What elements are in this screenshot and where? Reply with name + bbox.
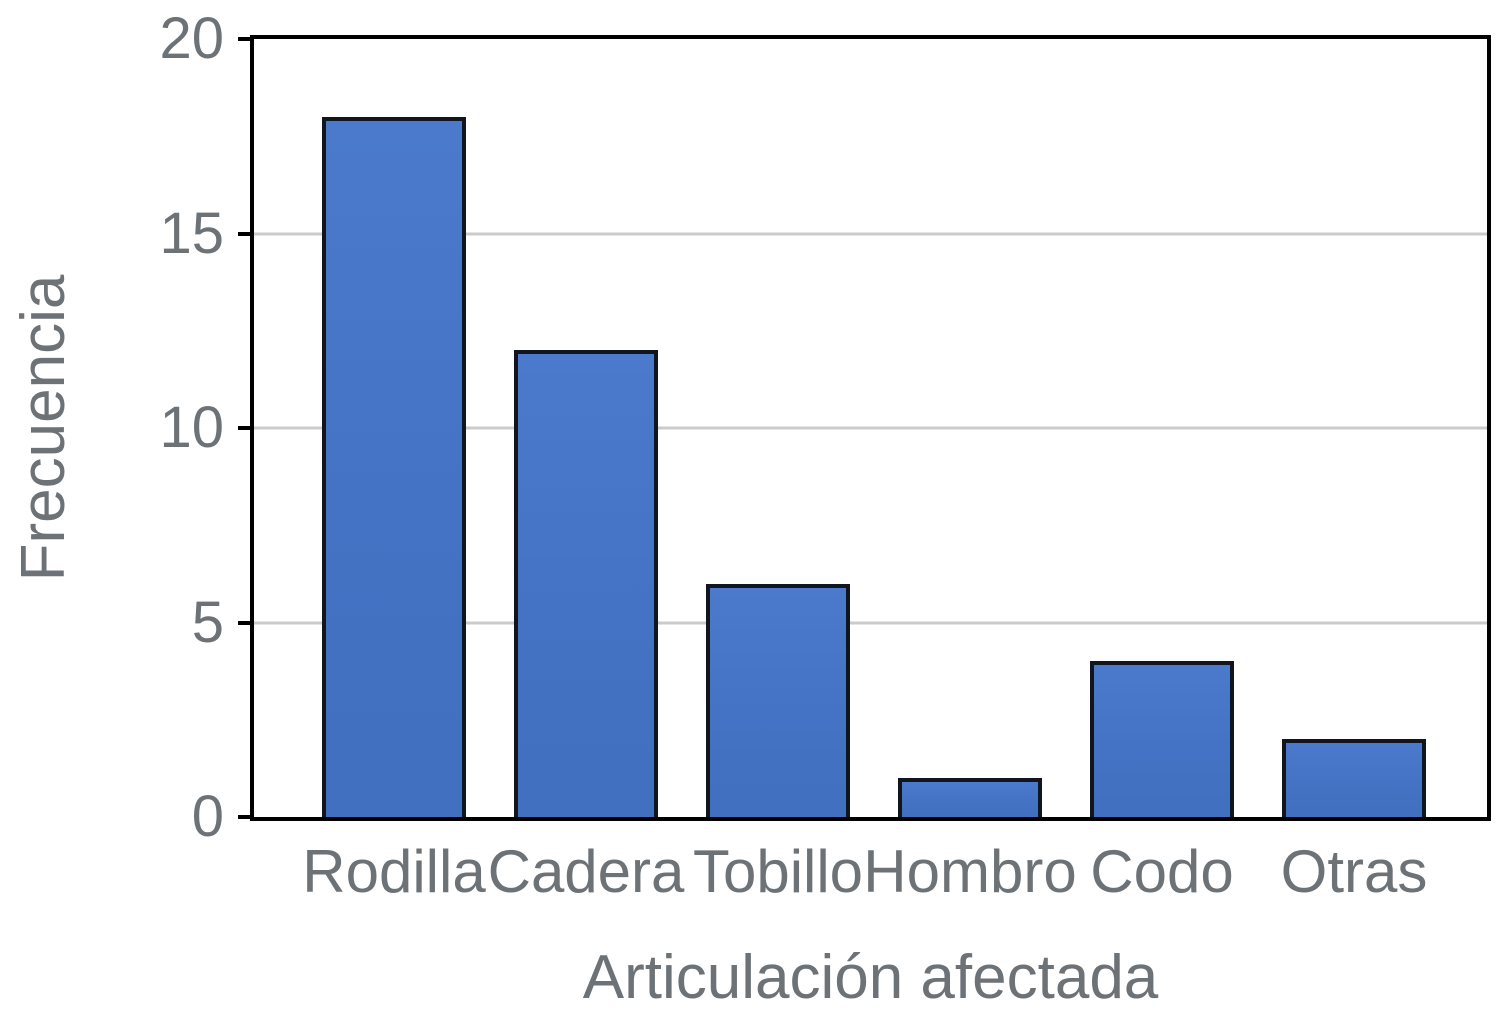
bar-hombro [898, 778, 1042, 817]
bar-tobillo [706, 583, 850, 817]
category-label-text: Rodilla [302, 838, 486, 905]
category-label-rodilla: Rodilla [302, 842, 485, 902]
y-tick-label: 15 [159, 200, 224, 266]
gridline [254, 232, 1487, 235]
category-label-cadera: Cadera [488, 842, 685, 902]
x-axis-title: Articulación afectada [582, 943, 1159, 1012]
bar-cadera [514, 350, 658, 817]
y-tick-mark [238, 620, 254, 625]
y-tick-label: 10 [159, 395, 224, 460]
y-tick-label: 20 [159, 6, 224, 71]
bars-container [254, 39, 1487, 817]
bar-otras [1282, 739, 1426, 817]
y-tick-mark [238, 231, 254, 236]
category-label-text: Cadera [487, 838, 685, 905]
category-label-text: Tobillo [692, 838, 864, 905]
bar-rodilla [322, 116, 466, 817]
category-label-tobillo: Tobillo [693, 842, 863, 902]
gridline [254, 426, 1487, 430]
category-label-text: Codo [1090, 838, 1234, 905]
gridline [254, 621, 1487, 624]
plot-area: 0 5 10 15 20 [159, 10, 1491, 846]
y-tick-mark [238, 815, 254, 819]
x-axis-category-labels: Rodilla Cadera Tobillo Hombro Codo Otras [250, 842, 1491, 902]
y-tick-mark [238, 37, 254, 41]
category-label-hombro: Hombro [863, 842, 1076, 902]
category-label-codo: Codo [1090, 842, 1234, 902]
category-label-text: Hombro [863, 838, 1077, 905]
y-tick-mark [238, 426, 254, 430]
bar-codo [1090, 661, 1234, 817]
category-label-text: Otras [1280, 838, 1428, 905]
y-axis-title: Frecuencia [9, 274, 78, 582]
y-tick-label: 5 [191, 589, 224, 655]
y-tick-label: 0 [191, 784, 224, 849]
category-label-otras: Otras [1280, 838, 1428, 905]
